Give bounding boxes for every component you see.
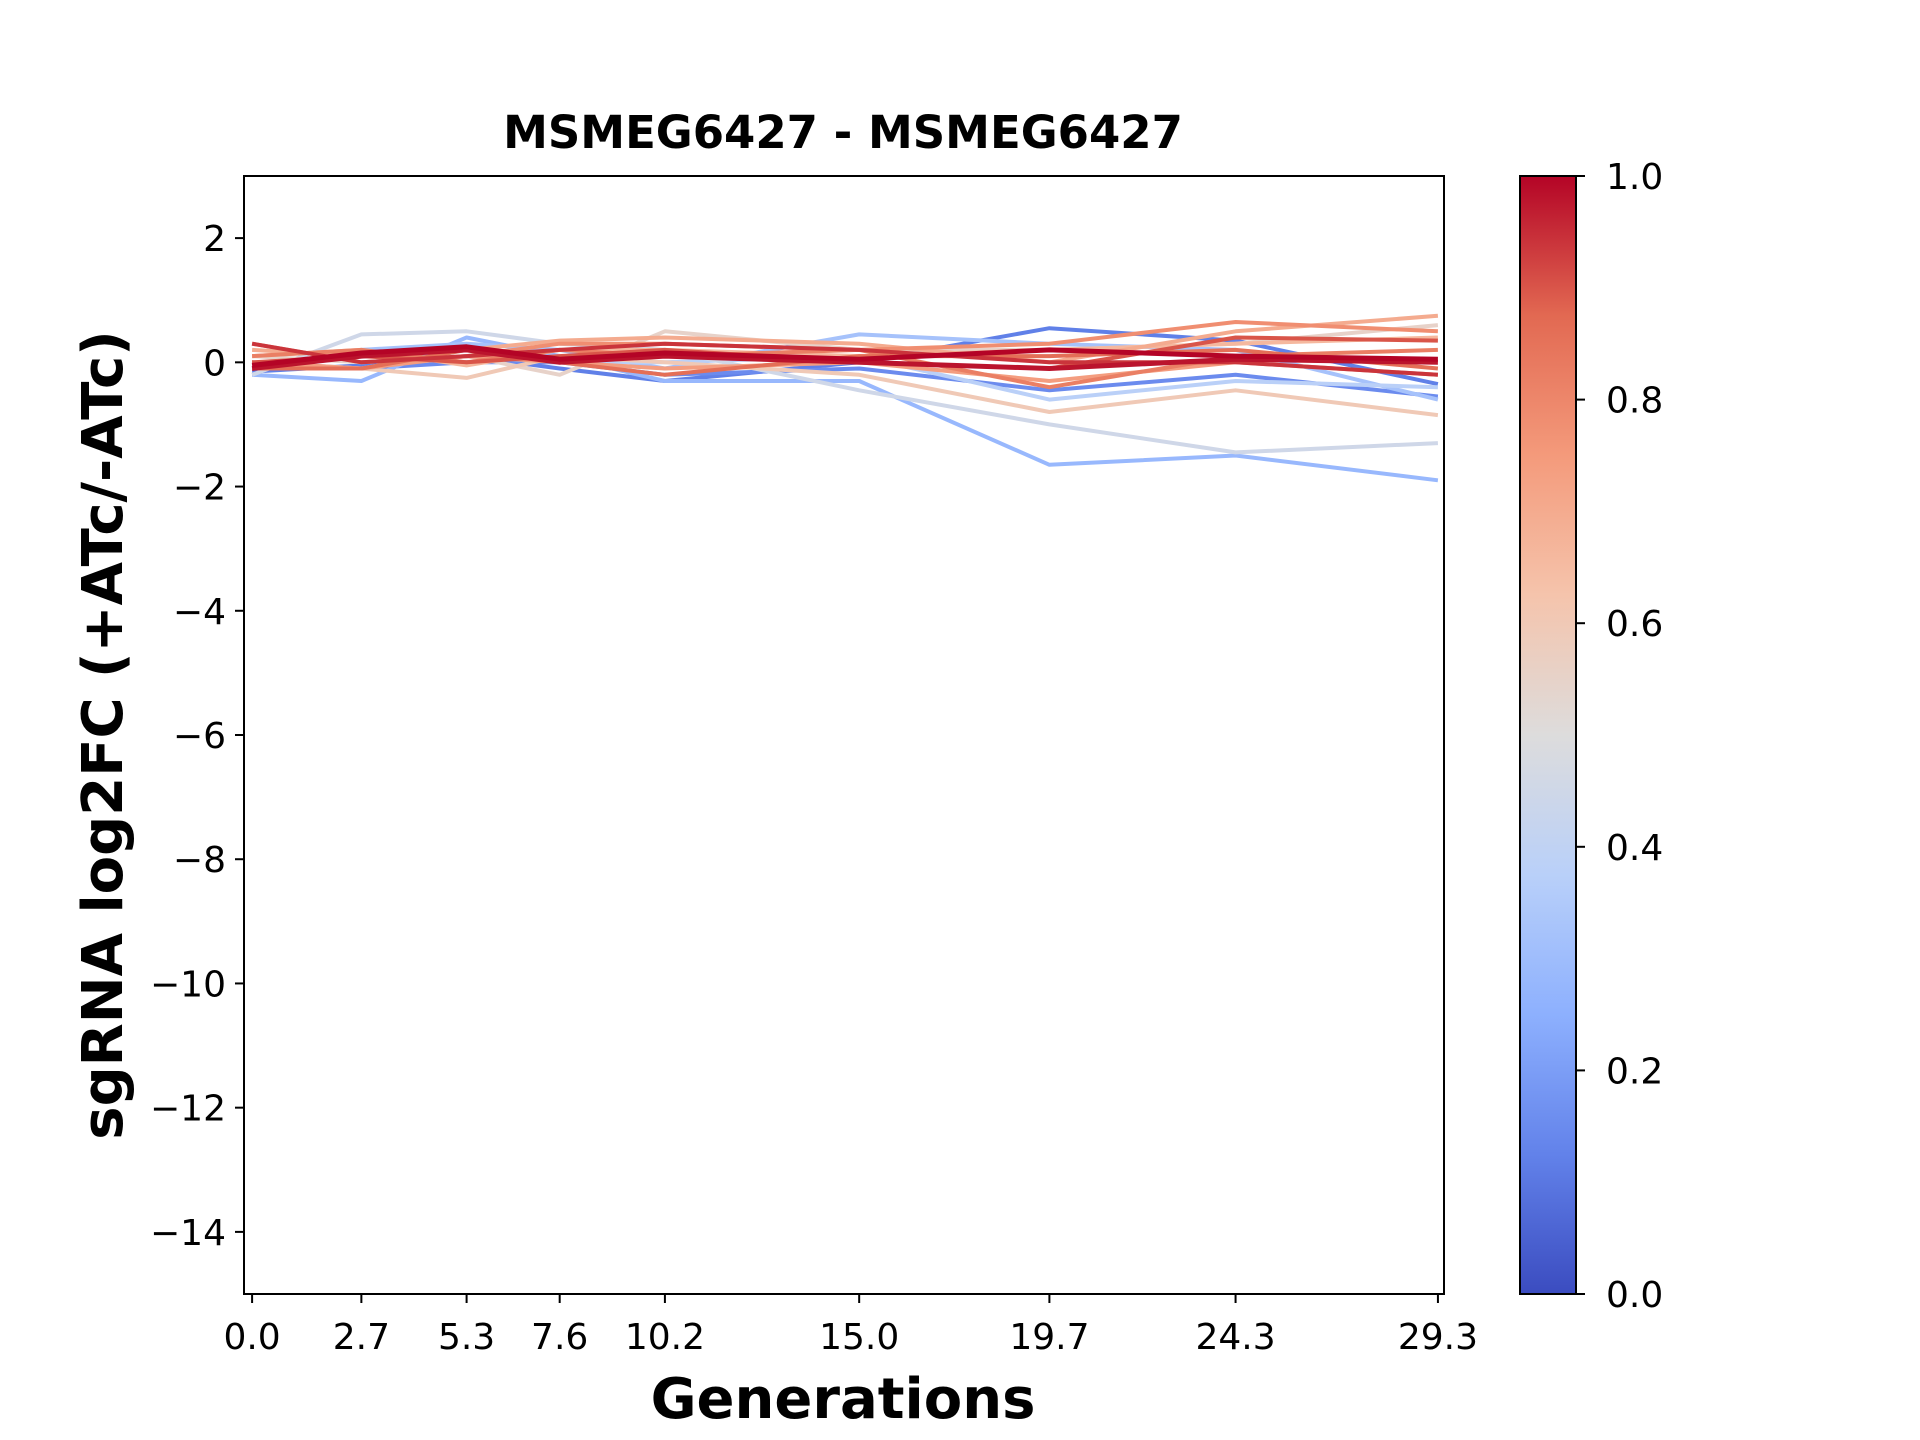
x-tick-label: 2.7 (333, 1317, 390, 1358)
y-tick-label: −10 (150, 964, 226, 1005)
series-line-18 (251, 344, 1438, 368)
y-tick-label: −8 (173, 840, 226, 881)
x-tick-label: 19.7 (1009, 1317, 1089, 1358)
y-tick-label: −14 (150, 1213, 226, 1254)
colorbar-ticks: 0.0 0.2 0.4 0.6 0.8 1.0 (1576, 157, 1663, 1316)
series-line-11 (251, 354, 1439, 383)
x-tick-label: 0.0 (223, 1317, 280, 1358)
x-tick-label: 15.0 (819, 1317, 899, 1358)
colorbar-tick-label: 0.6 (1606, 604, 1663, 645)
x-tick-label: 10.2 (625, 1317, 705, 1358)
colorbar-border (1519, 175, 1577, 1295)
y-tick-label: −6 (173, 716, 226, 757)
plot-area (243, 175, 1445, 1295)
series-line-15 (251, 335, 1438, 371)
y-tick-label: −12 (150, 1089, 226, 1130)
colorbar-tick-label: 1.0 (1606, 157, 1663, 198)
y-tick-label: 2 (203, 219, 226, 260)
series-layer (251, 313, 1439, 483)
x-tick-label: 29.3 (1398, 1317, 1478, 1358)
colorbar-tick-label: 0.2 (1606, 1051, 1663, 1092)
colorbar-tick-label: 0.0 (1606, 1275, 1663, 1316)
colorbar-tick-label: 0.4 (1606, 828, 1663, 869)
x-tick-label: 5.3 (438, 1317, 495, 1358)
series-line-8 (251, 354, 1439, 418)
x-tick-label: 7.6 (531, 1317, 588, 1358)
series-line-3 (251, 335, 1439, 483)
x-tick-label: 24.3 (1195, 1317, 1275, 1358)
colorbar: 0.0 0.2 0.4 0.6 0.8 1.0 (1519, 157, 1663, 1316)
y-axis: 2 0 −2 −4 −6 −8 −10 −12 −14 (150, 219, 244, 1254)
colorbar-tick-label: 0.8 (1606, 381, 1663, 422)
chart-title: MSMEG6427 - MSMEG6427 (503, 106, 1183, 159)
series-line-17 (251, 347, 1438, 371)
x-axis-label: Generations (651, 1367, 1036, 1432)
y-tick-label: −4 (173, 592, 226, 633)
y-axis-label: sgRNA log2FC (+ATc/-ATc) (71, 330, 136, 1140)
colorbar-fill (1520, 176, 1576, 1294)
y-tick-label: 0 (203, 343, 226, 384)
y-tick-label: −2 (173, 468, 226, 509)
x-axis: 0.0 2.7 5.3 7.6 10.2 15.0 19.7 24.3 29.3 (223, 1294, 1478, 1358)
